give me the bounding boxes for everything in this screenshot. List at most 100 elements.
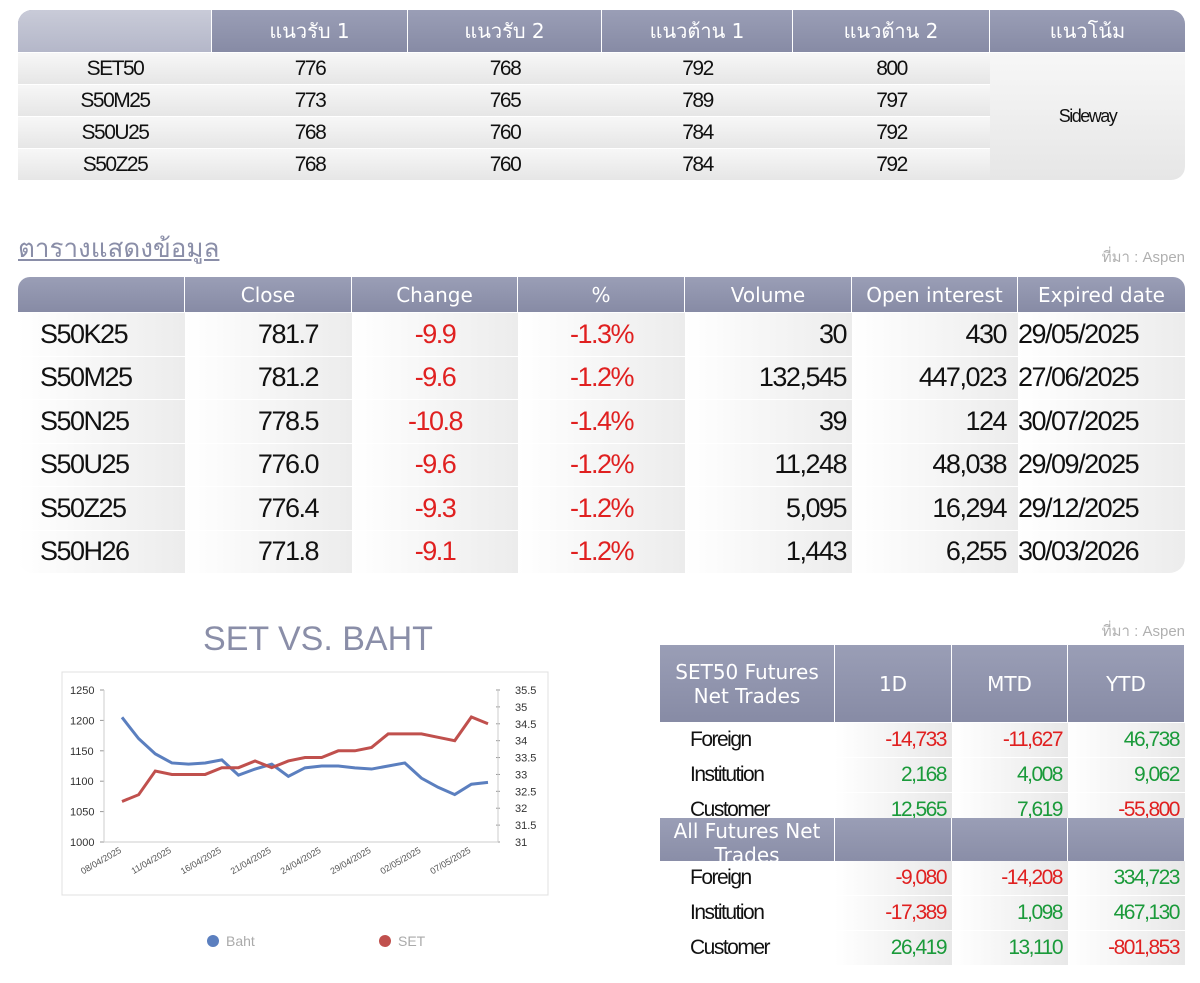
- futures-cell: 30/07/2025: [1018, 400, 1185, 444]
- header-cell: [835, 818, 952, 868]
- futures-cell-text: -1.3%: [569, 318, 635, 349]
- support-value-text: 768: [489, 56, 522, 80]
- support-value: 792: [602, 53, 793, 85]
- column-header-text: แนวรับ 1: [269, 19, 350, 43]
- column-header: Volume: [685, 277, 852, 312]
- y-tick-label: 1000: [70, 837, 94, 849]
- row-label: Customer: [660, 931, 835, 966]
- futures-cell: 781.2: [185, 356, 352, 400]
- futures-cell-text: S50Z25: [40, 492, 127, 523]
- row-label-text: S50Z25: [82, 152, 149, 176]
- futures-cell: 776.0: [185, 443, 352, 487]
- y-tick-label: 1250: [70, 685, 94, 697]
- net-value: 9,062: [1068, 758, 1185, 793]
- source: ที่มา : Aspen: [1000, 244, 1185, 270]
- net-value-text: 4,008: [1016, 763, 1064, 786]
- y2-tick-label: 33.5: [515, 753, 536, 765]
- group-title: All Futures Net Trades: [660, 818, 835, 868]
- support-value-text: 773: [294, 88, 327, 112]
- futures-cell-text: 16,294: [932, 492, 1007, 523]
- support-value-text: 792: [876, 152, 908, 176]
- source-text: ที่มา : Aspen: [1101, 623, 1185, 640]
- y2-tick-label: 31.5: [515, 820, 536, 832]
- futures-cell-text: 430: [965, 318, 1007, 349]
- net-value-text: 334,723: [1113, 866, 1181, 889]
- y2-tick-label: 33: [515, 769, 527, 781]
- futures-cell-text: 6,255: [945, 536, 1008, 567]
- column-header-text: Change: [396, 282, 473, 307]
- trend-text: Sideway: [1058, 106, 1118, 126]
- futures-cell: -9.6: [352, 356, 518, 400]
- futures-cell: -9.3: [352, 487, 518, 531]
- futures-cell-text: 1,443: [785, 536, 848, 567]
- column-header: แนวต้าน 2: [793, 10, 990, 52]
- row-label-text: Institution: [690, 763, 765, 786]
- net-value-text: 1,098: [1016, 901, 1064, 924]
- row-label-text: Institution: [690, 901, 765, 924]
- row-label: S50M25: [18, 85, 212, 117]
- futures-cell-text: S50N25: [40, 405, 130, 436]
- futures-cell-text: 29/12/2025: [1018, 492, 1140, 523]
- futures-cell: 11,248: [685, 443, 852, 487]
- net-value: 2,168: [835, 758, 952, 793]
- futures-cell-text: -1.2%: [569, 536, 635, 567]
- futures-cell: 29/05/2025: [1018, 313, 1185, 357]
- net-value-text: -801,853: [1108, 936, 1180, 959]
- futures-cell: S50M25: [18, 356, 185, 400]
- net-value: 4,008: [952, 758, 1068, 793]
- futures-cell-text: -9.3: [414, 492, 457, 523]
- net-value: -801,853: [1068, 931, 1185, 966]
- row-label: Foreign: [660, 861, 835, 896]
- futures-cell: 29/12/2025: [1018, 487, 1185, 531]
- support-value-text: 760: [489, 120, 522, 144]
- y-tick-label: 1150: [70, 746, 94, 758]
- net-value: 26,419: [835, 931, 952, 966]
- group-title-text: All Futures Net Trades: [673, 819, 821, 867]
- support-value: 760: [408, 117, 602, 149]
- column-header-text: แนวต้าน 2: [843, 19, 939, 43]
- support-value: 776: [212, 53, 408, 85]
- legend-label: Baht: [226, 933, 255, 949]
- header-corner: [18, 10, 212, 52]
- support-value-text: 784: [682, 152, 714, 176]
- x-tick-label: 08/04/2025: [79, 845, 123, 876]
- x-tick-label: 24/04/2025: [279, 845, 323, 876]
- net-value-text: 2,168: [900, 763, 948, 786]
- column-header-text: แนวรับ 2: [464, 19, 545, 43]
- column-header: MTD: [952, 645, 1068, 722]
- net-value-text: 12,565: [890, 798, 948, 821]
- column-header: 1D: [835, 645, 952, 722]
- futures-cell-text: 781.2: [257, 362, 320, 393]
- net-value-text: -11,627: [1002, 728, 1064, 751]
- futures-cell-text: 781.7: [257, 318, 320, 349]
- column-header: แนวต้าน 1: [602, 10, 793, 52]
- y-tick-label: 1200: [70, 715, 94, 727]
- legend-marker: [207, 935, 219, 947]
- futures-cell: 16,294: [852, 487, 1018, 531]
- futures-cell-text: -10.8: [407, 405, 464, 436]
- y2-tick-label: 35: [515, 702, 527, 714]
- futures-cell-text: 776.4: [257, 492, 320, 523]
- futures-cell: 29/09/2025: [1018, 443, 1185, 487]
- column-header: %: [518, 277, 685, 312]
- row-label-text: Foreign: [690, 728, 752, 751]
- net-value: -9,080: [835, 861, 952, 896]
- futures-cell: 30/03/2026: [1018, 530, 1185, 574]
- support-value: 792: [793, 117, 990, 149]
- support-value-text: 765: [489, 88, 522, 112]
- row-label: Institution: [660, 758, 835, 793]
- futures-cell: -9.1: [352, 530, 518, 574]
- support-value: 768: [212, 117, 408, 149]
- futures-cell-text: 30/07/2025: [1018, 405, 1140, 436]
- net-value-text: 26,419: [890, 936, 948, 959]
- futures-cell: 132,545: [685, 356, 852, 400]
- futures-cell-text: 776.0: [257, 449, 320, 480]
- futures-cell: 39: [685, 400, 852, 444]
- y2-tick-label: 32: [515, 803, 527, 815]
- futures-cell-text: -9.6: [414, 362, 457, 393]
- futures-cell: -1.2%: [518, 487, 685, 531]
- futures-cell: 48,038: [852, 443, 1018, 487]
- futures-cell-text: 771.8: [257, 536, 320, 567]
- y-tick-label: 1100: [70, 776, 94, 788]
